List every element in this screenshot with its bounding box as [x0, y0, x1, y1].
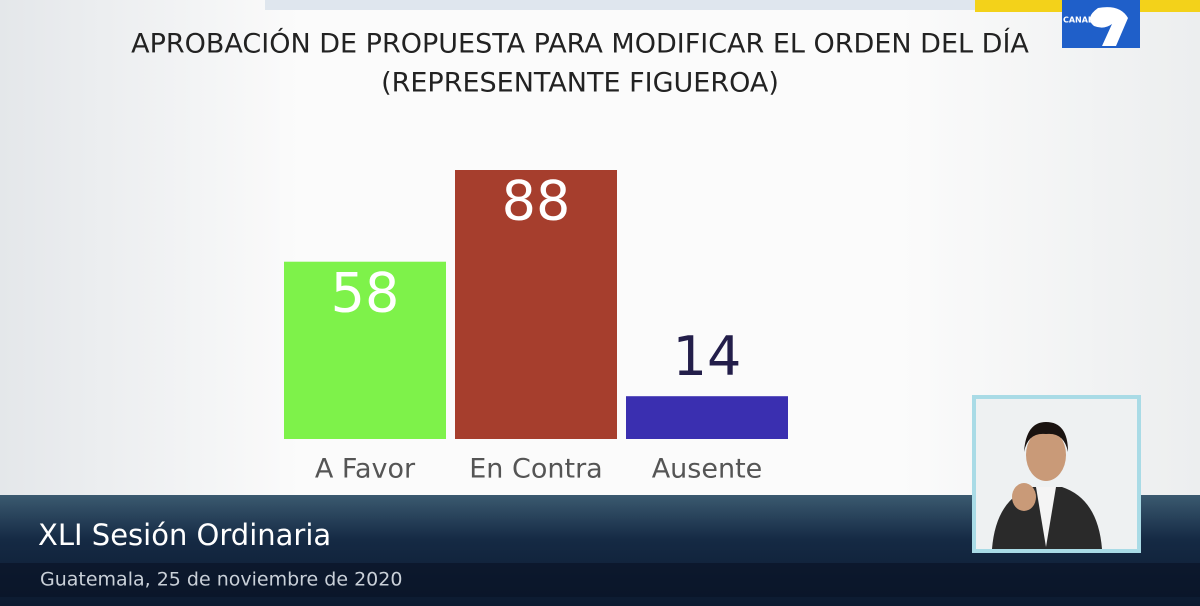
banner-strip — [0, 563, 1200, 597]
plot: 58 A Favor 88 En Contra 14 Ausente — [284, 170, 788, 485]
interpreter-head — [1026, 429, 1066, 481]
chart-subtitle: (REPRESENTANTE FIGUEROA) — [381, 68, 779, 99]
interpreter-hair — [1024, 422, 1068, 452]
logo-mark — [1089, 7, 1128, 47]
bar — [284, 261, 446, 439]
logo-text: CANAL — [1063, 16, 1093, 25]
x-tick-label: A Favor — [315, 454, 416, 485]
interpreter-shirt — [1036, 487, 1056, 547]
top-strip — [265, 0, 975, 10]
banner-title: XLI Sesión Ordinaria — [38, 518, 331, 552]
interpreter-box — [972, 395, 1141, 553]
interpreter-hand — [1012, 483, 1036, 511]
value-label: 88 — [502, 170, 571, 233]
banner-subtitle: Guatemala, 25 de noviembre de 2020 — [40, 569, 402, 591]
x-tick-label: En Contra — [469, 454, 602, 485]
value-label: 14 — [673, 325, 742, 388]
chart-title: APROBACIÓN DE PROPUESTA PARA MODIFICAR E… — [131, 28, 1029, 60]
bar — [626, 396, 788, 439]
value-label: 58 — [331, 261, 400, 324]
bar — [455, 170, 617, 439]
x-tick-label: Ausente — [652, 454, 763, 485]
